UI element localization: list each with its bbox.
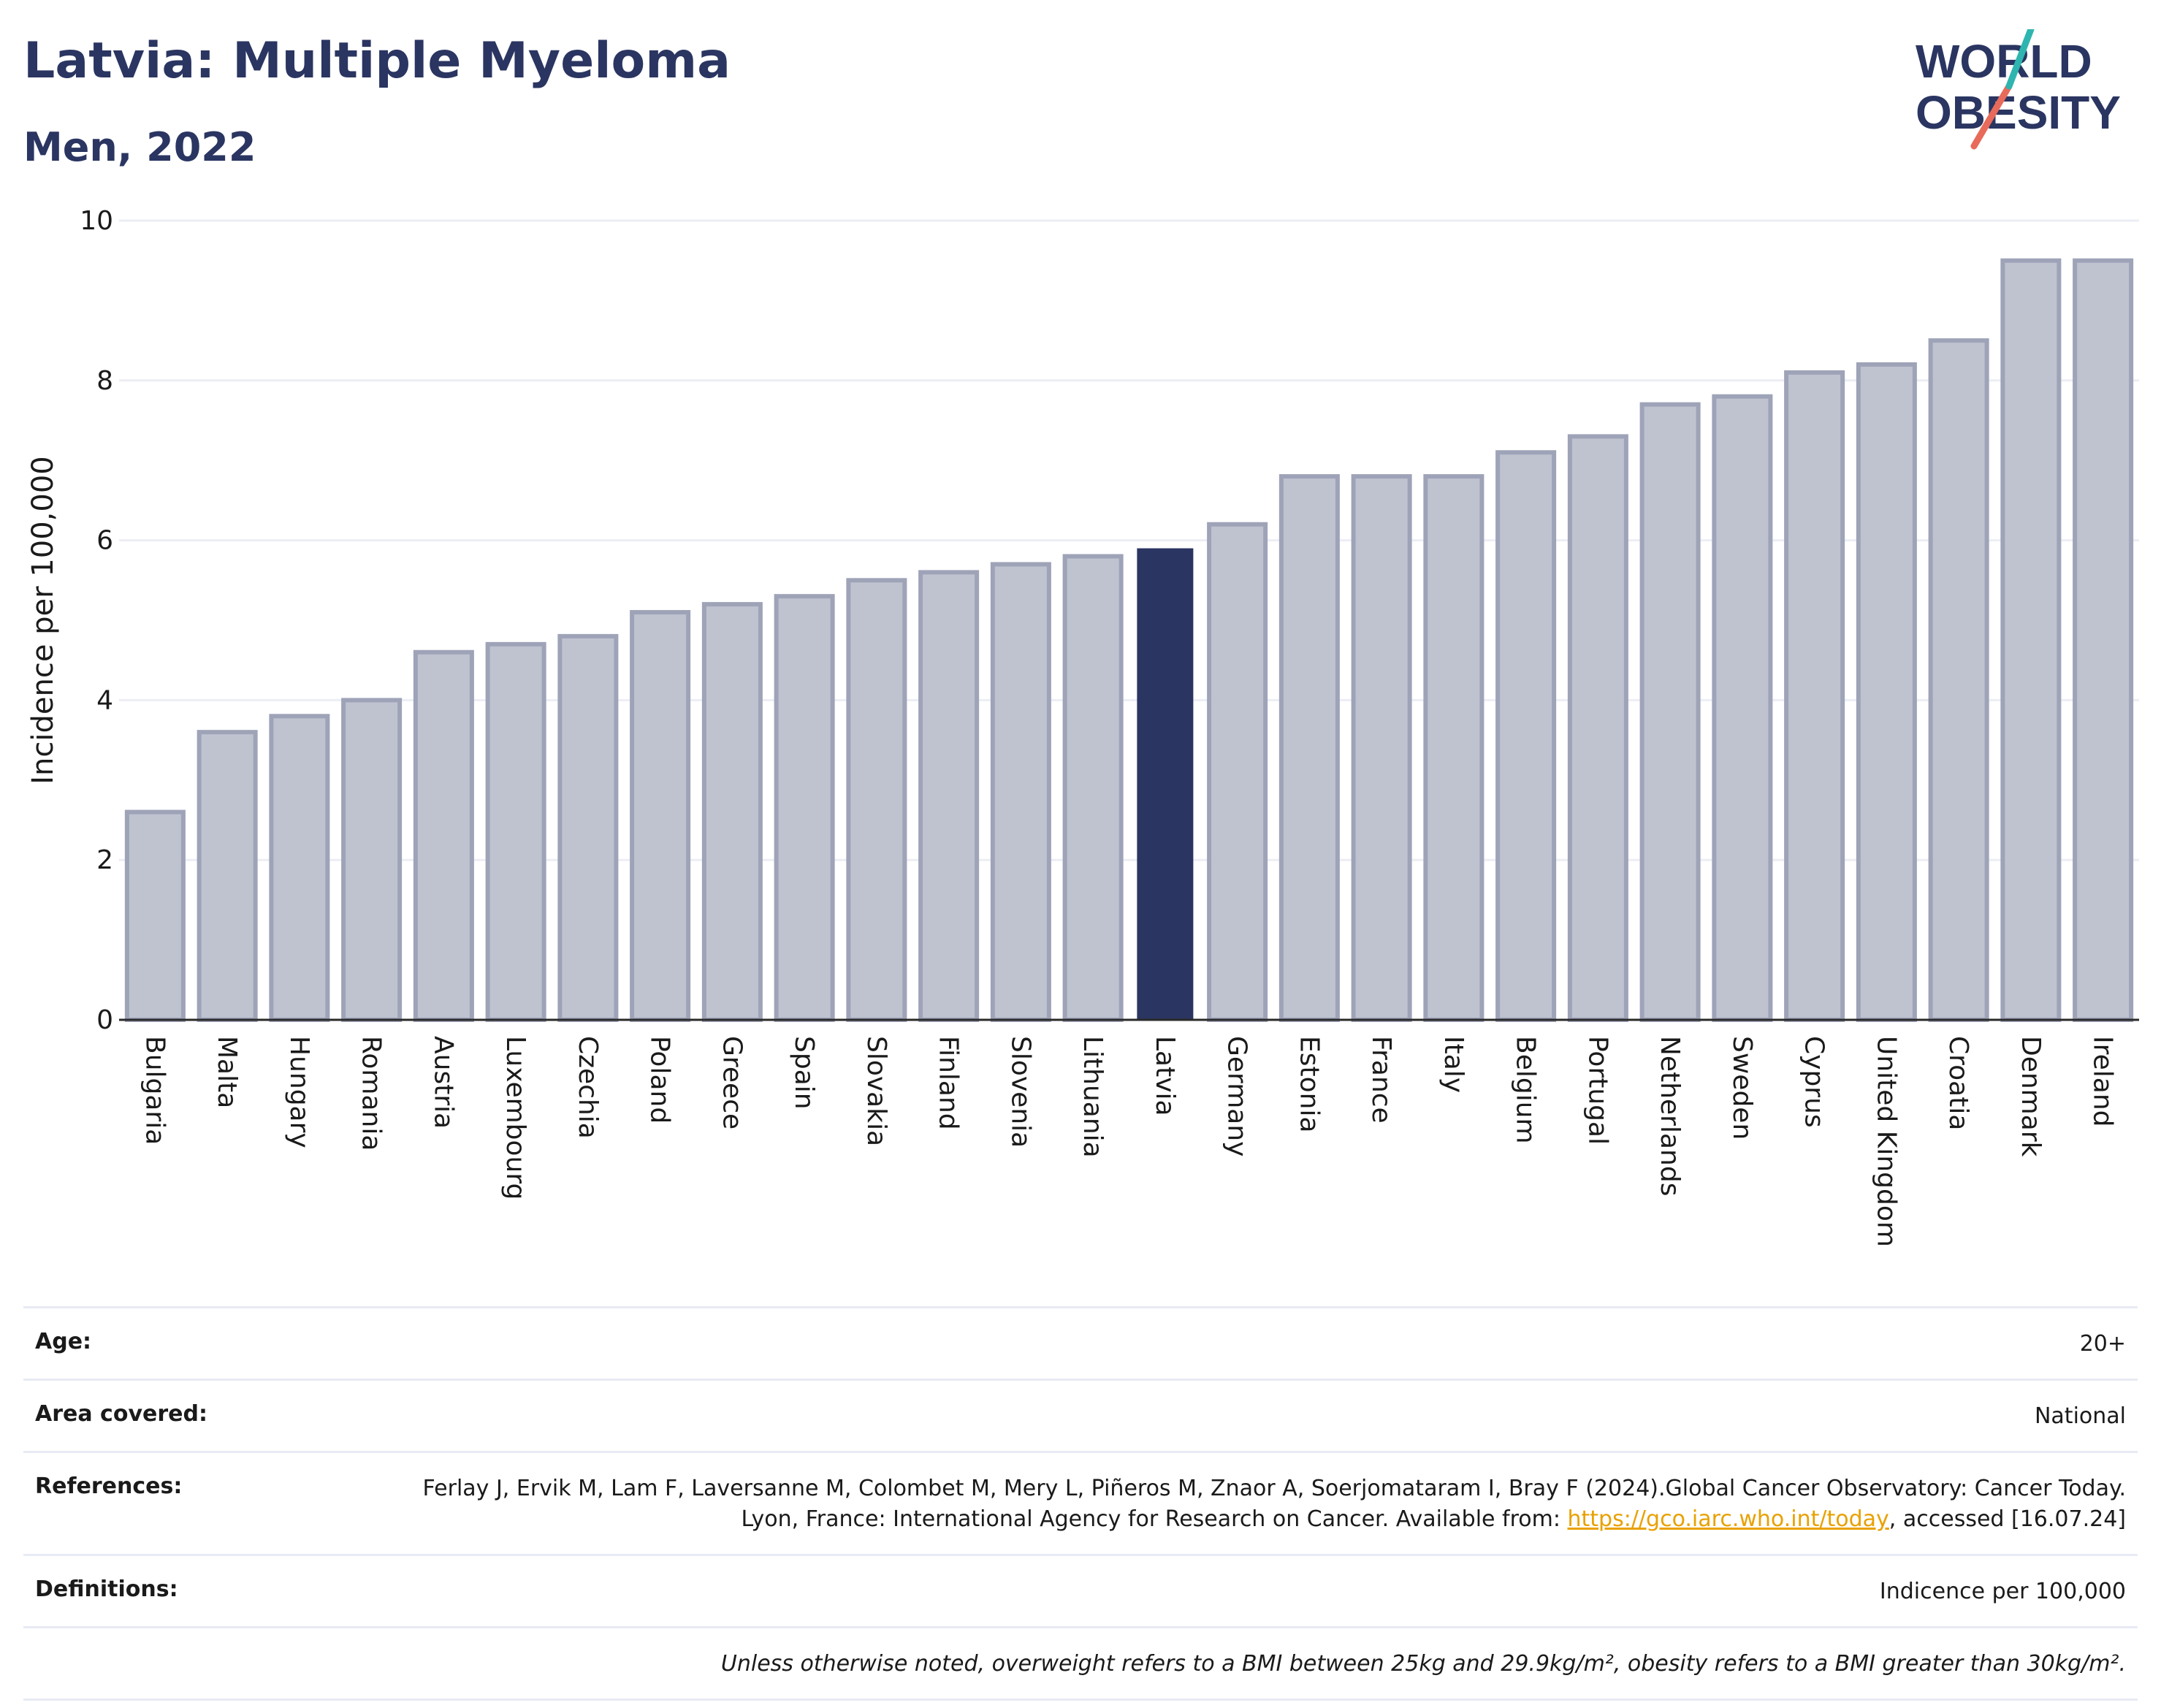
y-tick-label: 10 <box>80 206 113 236</box>
bar-netherlands <box>1639 402 1701 1022</box>
x-tick-label: Slovenia <box>1005 1036 1035 1148</box>
y-tick-label: 4 <box>96 685 113 715</box>
x-tick-label: Italy <box>1438 1036 1468 1093</box>
bar-austria <box>413 649 474 1022</box>
x-tick-label: Austria <box>428 1036 458 1129</box>
definitions-label: Definitions: <box>35 1577 178 1602</box>
x-tick-label: Cyprus <box>1799 1036 1829 1128</box>
bar-sweden <box>1712 394 1773 1022</box>
logo-slash-teal <box>2005 29 2035 90</box>
bar-poland <box>630 610 691 1022</box>
bmi-note: Unless otherwise noted, overweight refer… <box>720 1651 2126 1677</box>
bar-slovakia <box>846 578 907 1022</box>
x-tick-label: Hungary <box>284 1036 314 1148</box>
bar-spain <box>774 594 835 1022</box>
bar-hungary <box>269 714 330 1023</box>
info-row-references: References: Ferlay J, Ervik M, Lam F, La… <box>23 1451 2138 1554</box>
definitions-value: Indicence per 100,000 <box>1879 1579 2126 1604</box>
x-tick-label: Ireland <box>2088 1036 2118 1127</box>
bars <box>124 258 2134 1023</box>
x-tick-label: United Kingdom <box>1871 1036 1901 1247</box>
x-tick-label: Estonia <box>1294 1036 1324 1133</box>
age-value: 20+ <box>2079 1331 2126 1357</box>
x-tick-label: Lithuania <box>1078 1036 1108 1158</box>
bar-italy <box>1423 474 1485 1022</box>
y-tick-label: 8 <box>96 366 113 396</box>
bar-czechia <box>557 633 619 1022</box>
logo-slash-red <box>1970 83 2013 150</box>
area-value: National <box>2034 1403 2126 1429</box>
references-link[interactable]: https://gco.iarc.who.int/today <box>1567 1506 1889 1532</box>
x-tick-label: Greece <box>717 1036 747 1129</box>
bar-estonia <box>1278 474 1340 1022</box>
bar-lithuania <box>1062 554 1124 1022</box>
x-tick-label: Netherlands <box>1655 1036 1685 1196</box>
x-tick-label: Slovakia <box>861 1036 891 1146</box>
references-label: References: <box>35 1473 183 1499</box>
bar-romania <box>341 698 403 1023</box>
x-tick-label: Germany <box>1222 1036 1252 1156</box>
bar-portugal <box>1567 434 1628 1022</box>
info-table: Age: 20+ Area covered: National Referenc… <box>23 1306 2138 1701</box>
area-label: Area covered: <box>35 1401 207 1427</box>
x-tick-label: Belgium <box>1511 1036 1541 1144</box>
bar-finland <box>918 570 980 1022</box>
bar-belgium <box>1495 450 1557 1022</box>
info-row-definitions: Definitions: Indicence per 100,000 <box>23 1554 2138 1626</box>
bar-greece <box>701 602 763 1022</box>
x-tick-labels: Bulgaria Malta Hungary Romania Austria Luxemb… <box>140 1036 2117 1247</box>
x-tick-label: Finland <box>934 1036 964 1130</box>
bar-france <box>1351 474 1412 1022</box>
bar-malta <box>197 730 258 1022</box>
x-tick-label: Malta <box>212 1036 242 1108</box>
x-tick-label: Portugal <box>1582 1036 1612 1145</box>
bar-croatia <box>1928 338 1989 1023</box>
bar-germany <box>1207 522 1268 1022</box>
page-title: Latvia: Multiple Myeloma <box>23 32 731 90</box>
x-tick-label: Croatia <box>1943 1036 1973 1130</box>
x-tick-label: Bulgaria <box>140 1036 169 1145</box>
bar-slovenia <box>990 562 1051 1022</box>
x-tick-label: Poland <box>645 1036 675 1124</box>
bar-denmark <box>2000 258 2062 1023</box>
logo-line-2: OBESITY <box>1916 86 2121 139</box>
references-text: Ferlay J, Ervik M, Lam F, Laversanne M, … <box>422 1476 2126 1532</box>
x-tick-label: Luxembourg <box>500 1036 530 1200</box>
bar-chart: 0 2 4 6 8 10 Bulgaria Malta Hungary Romania Austr… <box>26 206 2139 1247</box>
info-row-area: Area covered: National <box>23 1379 2138 1451</box>
y-tick-label: 0 <box>96 1005 113 1035</box>
x-tick-label: Czechia <box>573 1036 603 1139</box>
x-tick-label: Denmark <box>2016 1036 2046 1157</box>
x-tick-label: France <box>1366 1036 1396 1124</box>
references-tail: , accessed [16.07.24] <box>1889 1506 2126 1532</box>
bar-bulgaria <box>124 809 186 1023</box>
info-row-age: Age: 20+ <box>23 1306 2138 1379</box>
logo-line-1: WORLD <box>1916 35 2092 88</box>
world-obesity-logo: WORLD OBESITY <box>1916 29 2121 150</box>
x-tick-label: Spain <box>789 1036 819 1110</box>
x-tick-label: Latvia <box>1150 1036 1180 1116</box>
bar-united-kingdom <box>1856 362 1917 1023</box>
info-row-note: Unless otherwise noted, overweight refer… <box>23 1626 2138 1701</box>
y-axis-label: Incidence per 100,000 <box>26 456 60 785</box>
y-tick-label: 2 <box>96 845 113 875</box>
bar-cyprus <box>1784 370 1845 1022</box>
page-subtitle: Men, 2022 <box>23 124 256 170</box>
references-value: Ferlay J, Ervik M, Lam F, Laversanne M, … <box>416 1473 2126 1535</box>
y-tick-label: 6 <box>96 526 113 556</box>
bar-latvia <box>1137 548 1194 1020</box>
age-label: Age: <box>35 1329 92 1354</box>
x-tick-label: Sweden <box>1727 1036 1757 1140</box>
x-tick-label: Romania <box>357 1036 386 1151</box>
bar-ireland <box>2073 258 2134 1023</box>
y-tick-labels: 0 2 4 6 8 10 <box>80 206 113 1035</box>
bar-luxembourg <box>485 641 546 1022</box>
